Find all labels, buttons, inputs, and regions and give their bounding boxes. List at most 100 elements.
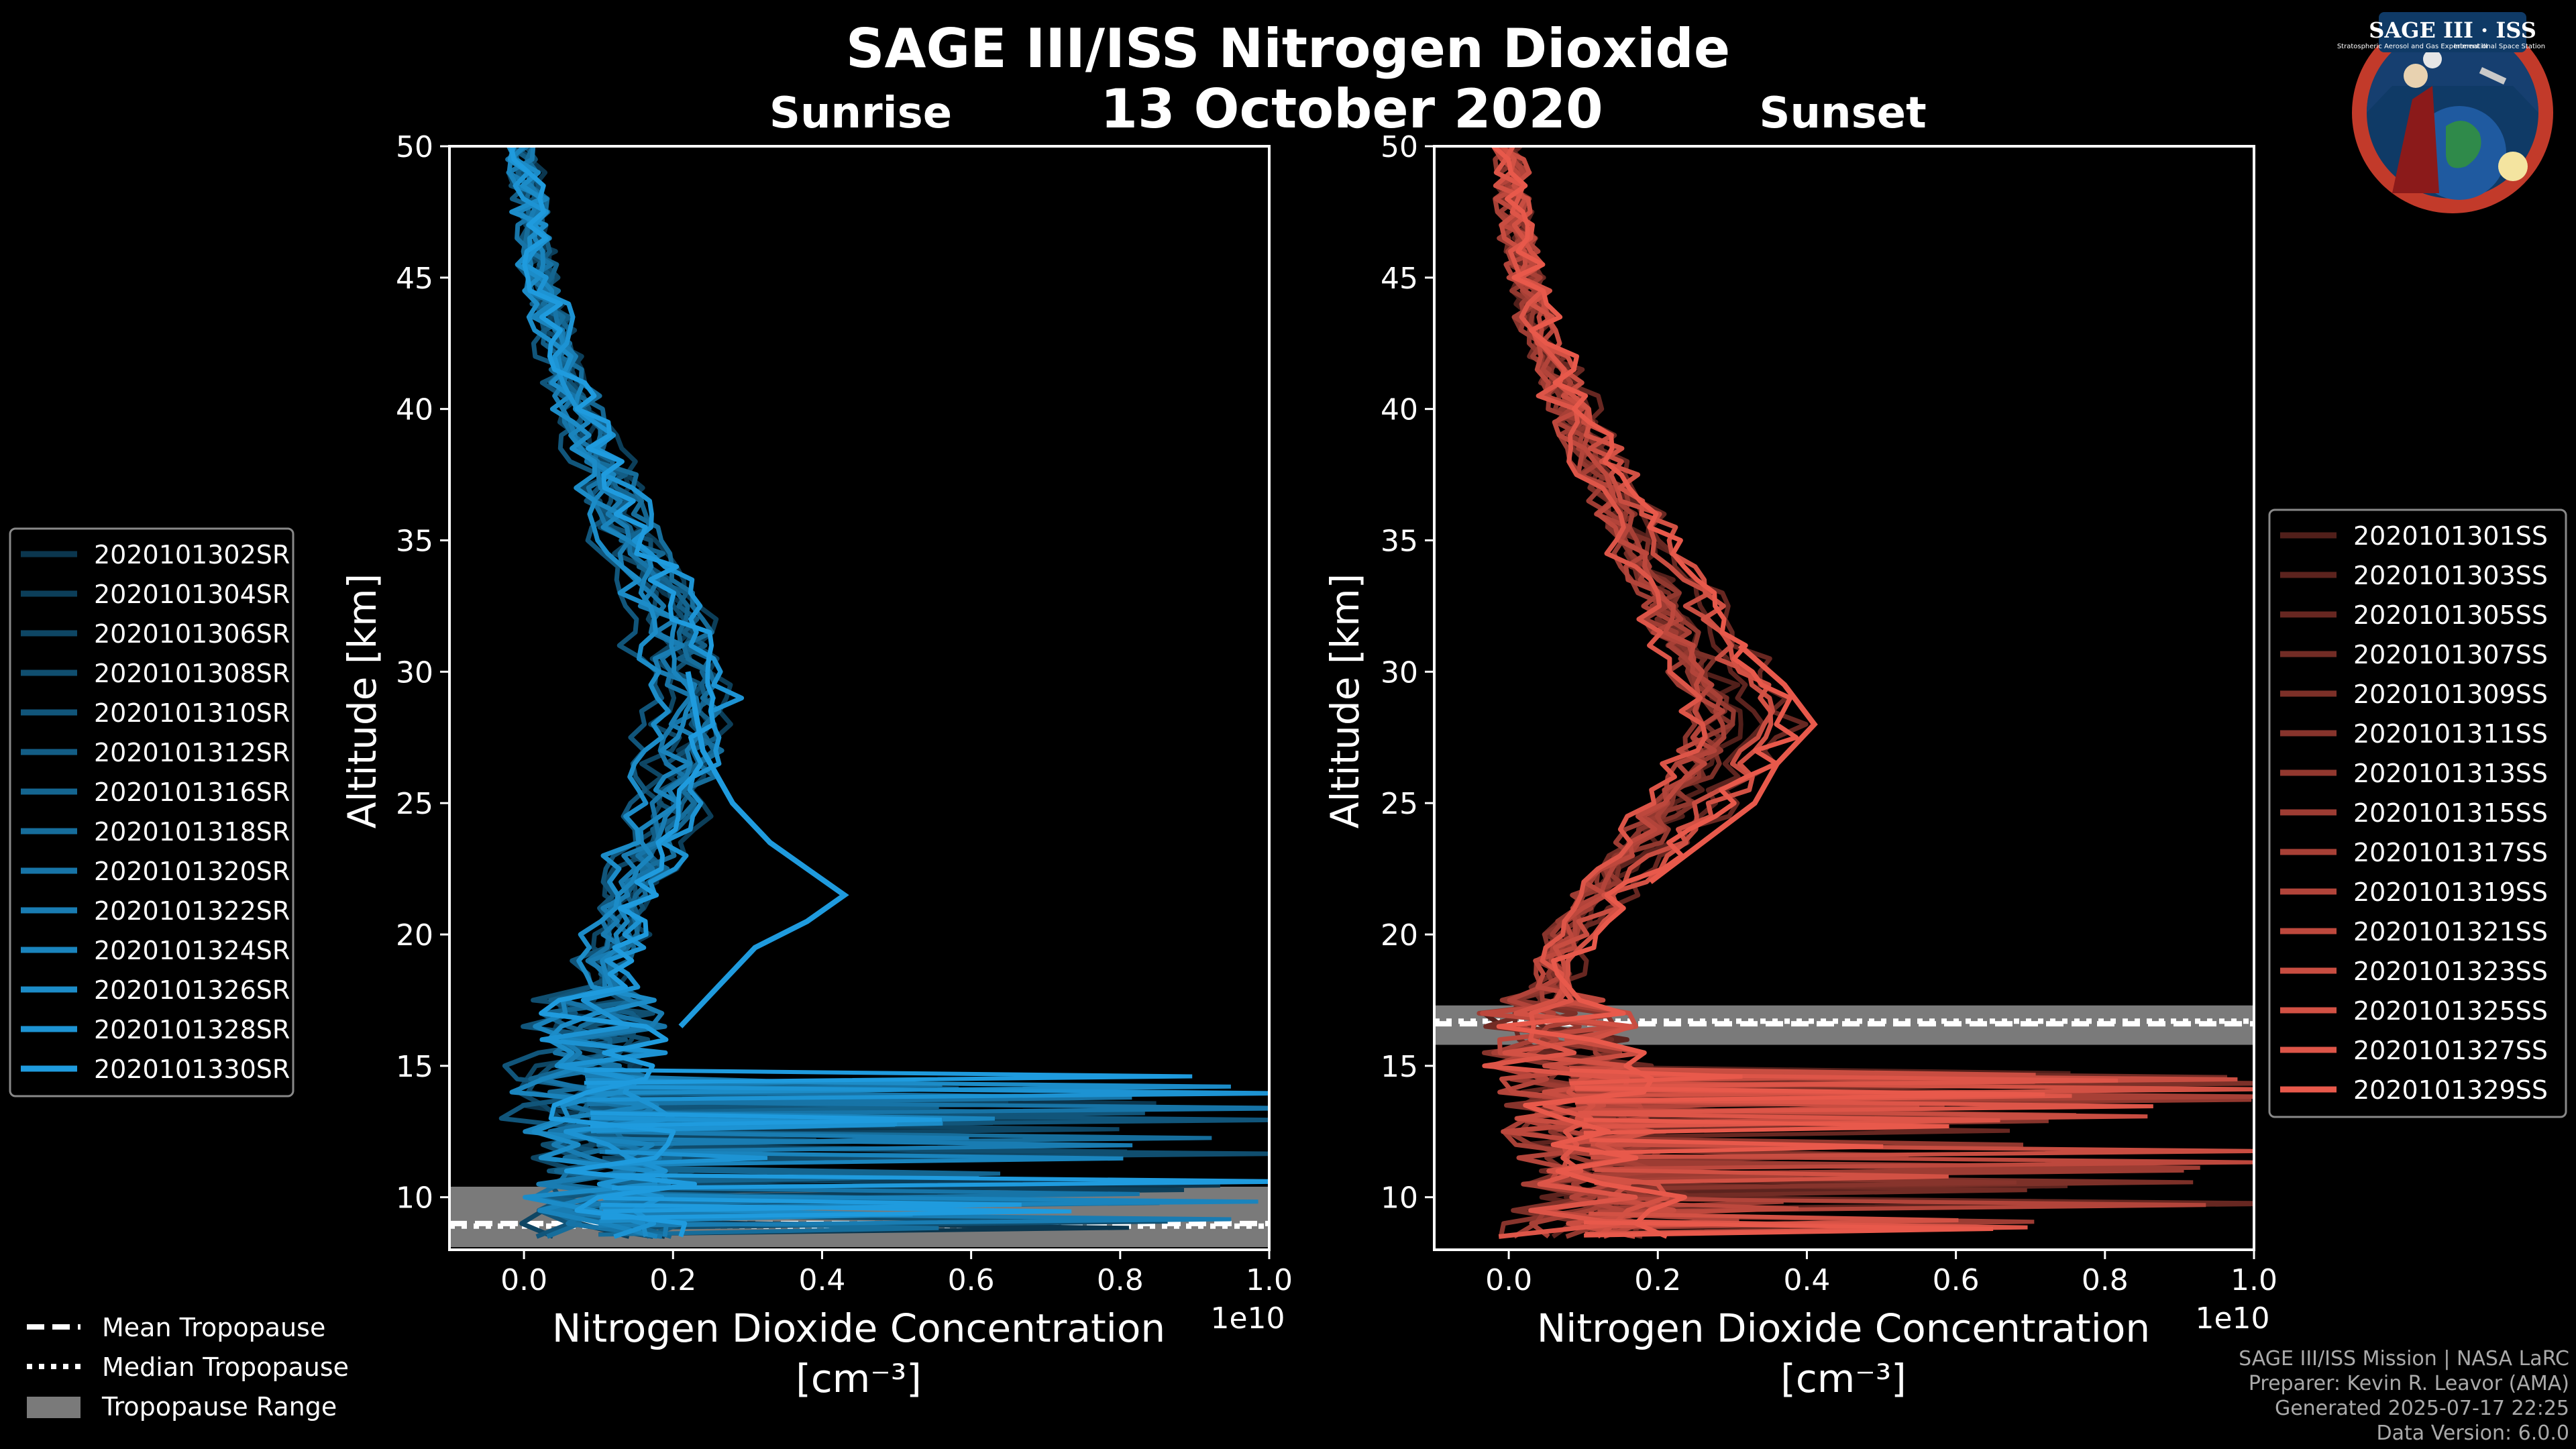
profile-spike <box>1569 1068 1743 1085</box>
legend-entry: 2020101328SR <box>94 1015 290 1044</box>
legend-box <box>9 527 294 1097</box>
y-tick-label: 10 <box>396 1181 433 1216</box>
y-tick-label: 15 <box>1381 1050 1418 1084</box>
legend-entry: 2020101304SR <box>94 580 290 609</box>
profile-spike <box>596 1130 969 1147</box>
profile-line <box>1477 146 1705 1239</box>
y-tick-label: 20 <box>1381 918 1418 953</box>
profile-spike <box>1570 1072 2118 1089</box>
legend-entry: 2020101316SR <box>94 777 290 807</box>
profile-spike <box>1574 1085 2045 1104</box>
y-tick-label: 50 <box>396 130 433 164</box>
panel-title-sunset: Sunset <box>1759 89 1926 138</box>
profile-line <box>498 146 665 1239</box>
y-tick-label: 15 <box>396 1050 433 1084</box>
tropopause-legend: Mean Tropopause Median Tropopause Tropop… <box>27 1313 349 1421</box>
y-tick-label: 35 <box>396 525 433 559</box>
x-tick-label: 0.2 <box>1634 1263 1681 1297</box>
legend-entry: 2020101309SS <box>2353 680 2548 709</box>
x-tick-label: 0.6 <box>1933 1263 1980 1297</box>
legend-entry: 2020101301SS <box>2353 521 2548 551</box>
footer-data-version: Data Version: 6.0.0 <box>2377 1421 2569 1445</box>
y-tick-label: 20 <box>396 918 433 953</box>
profile-spike <box>1597 1196 2206 1214</box>
profile-spike <box>1584 1220 1994 1238</box>
legend-entry: 2020101325SS <box>2353 996 2548 1026</box>
y-tick-label: 45 <box>396 262 433 296</box>
legend-entry: 2020101322SR <box>94 896 290 926</box>
legend-entry: 2020101311SS <box>2353 719 2548 749</box>
sunrise-x-axis-unit: [cm⁻³] <box>796 1356 922 1401</box>
sunrise-legend: 2020101302SR 2020101304SR 2020101306SR 2020… <box>9 527 294 1097</box>
sunrise-panel: 0.0 0.2 0.4 0.6 0.8 1.0 10 15 20 25 30 35 40 45 50 <box>396 130 1293 1297</box>
footer-preparer: Preparer: Kevin R. Leavor (AMA) <box>2249 1372 2569 1395</box>
profile-spike <box>612 1173 1269 1191</box>
legend-entry: 2020101323SS <box>2353 957 2548 986</box>
y-tick-label: 30 <box>396 655 433 690</box>
profile-spike <box>590 1116 898 1133</box>
panel-title-sunrise: Sunrise <box>769 89 952 138</box>
legend-entry: 2020101318SR <box>94 817 290 847</box>
sunset-x-axis-unit: [cm⁻³] <box>1780 1356 1907 1401</box>
profile-spike <box>612 1167 979 1185</box>
logo-title: SAGE III · ISS <box>2369 17 2536 43</box>
profile-spike <box>1578 1097 2153 1115</box>
chart-title: SAGE III/ISS Nitrogen Dioxide <box>846 17 1730 80</box>
logo-subtitle-right: International Space Station <box>2454 43 2545 50</box>
y-tick-label: 40 <box>1381 393 1418 427</box>
legend-entry: 2020101324SR <box>94 936 290 965</box>
profile-line <box>506 146 671 1238</box>
x-tick-label: 0.4 <box>1783 1263 1830 1297</box>
profile-spike <box>586 1084 1269 1102</box>
logo-figure-head-icon <box>2404 64 2428 88</box>
profile-spike <box>1589 1138 1884 1155</box>
tropopause-range-swatch <box>27 1397 80 1418</box>
footer-generated: Generated 2025-07-17 22:25 <box>2275 1397 2569 1420</box>
logo-subtitle-left: Stratospheric Aerosol and Gas Experiment… <box>2337 43 2487 50</box>
legend-entry: 2020101327SS <box>2353 1036 2548 1065</box>
x-tick-label: 0.8 <box>2082 1263 2129 1297</box>
legend-entry: 2020101313SS <box>2353 759 2548 788</box>
sunrise-x-axis-label: Nitrogen Dioxide Concentration <box>552 1305 1165 1351</box>
profile-line <box>1482 146 1707 1239</box>
legend-entry: 2020101307SS <box>2353 640 2548 669</box>
plot-area <box>1434 146 2254 1239</box>
logo-moon-icon <box>2423 50 2442 68</box>
profile-peak-line <box>1648 643 1818 884</box>
y-tick-label: 40 <box>396 393 433 427</box>
y-tick-label: 50 <box>1381 130 1418 164</box>
tropopause-range-label: Tropopause Range <box>101 1392 337 1421</box>
sunrise-y-axis-label: Altitude [km] <box>339 574 385 828</box>
legend-entry: 2020101317SS <box>2353 838 2548 867</box>
logo-satellite-icon <box>2479 67 2507 85</box>
median-tropopause-label: Median Tropopause <box>102 1352 349 1382</box>
logo-continent <box>2446 121 2481 168</box>
x-tick-label: 0.8 <box>1097 1263 1144 1297</box>
y-tick-label: 25 <box>396 787 433 821</box>
x-tick-label: 0.2 <box>649 1263 696 1297</box>
profile-spike <box>605 1150 1124 1167</box>
x-tick-label: 0.4 <box>798 1263 845 1297</box>
legend-box <box>2268 508 2567 1118</box>
footer-credits: SAGE III/ISS Mission | NASA LaRC Prepare… <box>2239 1347 2569 1445</box>
logo-banner <box>2379 12 2526 52</box>
profile-spike <box>590 1111 943 1128</box>
x-tick-label: 0.6 <box>948 1263 995 1297</box>
legend-entry: 2020101326SR <box>94 975 290 1005</box>
x-tick-label: 0.0 <box>500 1263 547 1297</box>
profile-spike <box>603 1196 1022 1214</box>
sunset-x-axis-label: Nitrogen Dioxide Concentration <box>1537 1305 2150 1351</box>
y-tick-label: 25 <box>1381 787 1418 821</box>
sunset-panel: 0.0 0.2 0.4 0.6 0.8 1.0 10 15 20 25 30 35 40 45 50 <box>1381 130 2277 1297</box>
plot-area <box>449 146 1269 1248</box>
x-tick-label: 1.0 <box>2231 1263 2277 1297</box>
legend-entry: 2020101310SR <box>94 698 290 728</box>
legend-entry: 2020101320SR <box>94 857 290 886</box>
sunrise-x-multiplier: 1e10 <box>1210 1301 1285 1336</box>
profile-line <box>507 146 745 1239</box>
plot-frame <box>448 145 1271 1251</box>
legend-entry: 2020101303SS <box>2353 561 2548 590</box>
mean-tropopause-label: Mean Tropopause <box>102 1313 325 1342</box>
sunset-legend: 2020101301SS 2020101303SS 2020101305SS 2020… <box>2268 508 2567 1118</box>
plot-frame <box>1433 145 2255 1251</box>
